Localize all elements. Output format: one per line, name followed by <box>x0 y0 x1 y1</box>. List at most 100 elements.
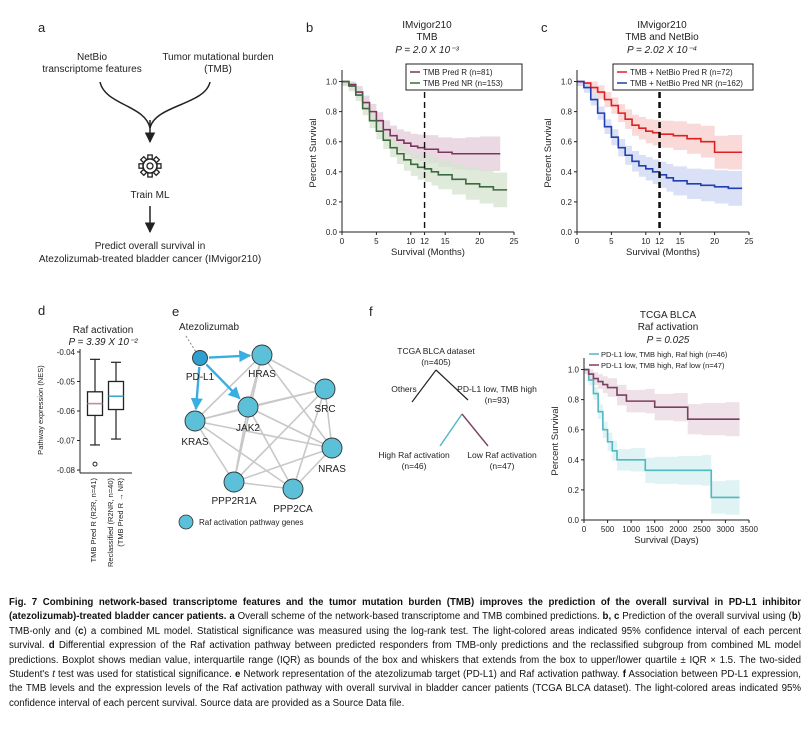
y-axis-label: Percent Survival <box>543 118 554 187</box>
caption-bc-text1: Prediction of the overall survival using… <box>619 611 792 623</box>
survival-curve-1 <box>584 368 740 499</box>
legend-c-item-nr: TMB + NetBio Pred NR (n=162) <box>630 79 743 88</box>
y-tick-label: 0.4 <box>326 168 338 177</box>
panel-d-group1-label: TMB Pred R (R2R, n=41) <box>89 478 98 563</box>
y-tick-label: 0.2 <box>568 486 580 495</box>
tree-edge-root-others <box>411 369 437 403</box>
caption-lead: Fig. 7 Combining network-based transcrip… <box>9 597 801 623</box>
legend-f-item-high: PD-L1 low, TMB high, Raf high (n=46) <box>601 350 728 359</box>
network-edge <box>233 406 249 483</box>
tree-root-line1: TCGA BLCA dataset <box>397 346 475 356</box>
legend-c-item-r: TMB + NetBio Pred R (n=72) <box>630 68 733 77</box>
y-tick-label: 0.4 <box>568 456 580 465</box>
network-legend-label: Raf activation pathway genes <box>199 518 304 527</box>
network-edge <box>247 406 294 490</box>
legend-b: TMB Pred R (n=81) TMB Pred NR (n=153) <box>405 63 523 91</box>
tree-mid-line2: (n=93) <box>485 395 510 405</box>
caption-a-text: Overall scheme of the network-based tran… <box>234 611 603 623</box>
x-tick-label: 12 <box>655 237 664 246</box>
panel-label-c: c <box>541 20 548 35</box>
panel-label-e: e <box>172 304 179 319</box>
panel-c-title2: TMB and NetBio <box>625 32 699 43</box>
predict-line2: Atezolizumab-treated bladder cancer (IMv… <box>39 254 261 265</box>
network-e: PD-L1 HRAS KRAS JAK2 SRC NRAS PPP2R1A PPP2CA <box>181 344 346 515</box>
panel-label-d: d <box>38 303 45 318</box>
x-axis-label: Survival (Days) <box>634 535 698 546</box>
y-tick-label: -0.06 <box>57 407 76 416</box>
network-node-ppp2r1a <box>223 471 245 493</box>
x-tick-label: 15 <box>676 237 685 246</box>
survival-curve-1 <box>342 80 501 155</box>
y-tick-label: 1.0 <box>326 78 338 87</box>
panel-d-group2-label2: (TMB Pred R → NR) <box>116 478 125 547</box>
tree-root-line2: (n=405) <box>421 357 451 367</box>
panel-d-ylabel: Pathway expression (NES) <box>36 365 45 455</box>
y-tick-label: 0.4 <box>561 168 573 177</box>
survival-curve-2 <box>584 368 740 420</box>
tree-mid-line1: PD-L1 low, TMB high <box>457 384 537 394</box>
outlier-point <box>92 461 98 467</box>
input-tmb-line2: (TMB) <box>204 64 232 75</box>
network-node-label: PPP2CA <box>273 504 313 515</box>
merge-curve-right <box>149 81 211 129</box>
y-tick-label: 0.8 <box>326 108 338 117</box>
x-tick-label: 3000 <box>717 525 735 534</box>
y-tick-label: 0.6 <box>326 138 338 147</box>
x-tick-label: 0 <box>340 237 345 246</box>
figure-canvas: a NetBio transcriptome features Tumor mu… <box>36 20 758 567</box>
panel-d-pvalue: P = 3.39 X 10⁻² <box>68 337 138 348</box>
y-tick-label: 1.0 <box>568 366 580 375</box>
network-node-label: JAK2 <box>236 423 260 434</box>
caption-e-label: e <box>234 669 241 681</box>
x-tick-label: 0 <box>582 525 587 534</box>
x-tick-label: 1000 <box>622 525 640 534</box>
figure-caption: Fig. 7 Combining network-based transcrip… <box>9 596 801 711</box>
x-tick-label: 20 <box>475 237 484 246</box>
x-tick-label: 0 <box>575 237 580 246</box>
network-arrow <box>205 363 241 400</box>
panel-b: b IMvigor210 TMB P = 2.0 X 10⁻³ 0.00.20.… <box>306 20 523 258</box>
network-edge <box>292 388 326 490</box>
tree-high-line1: High Raf activation <box>378 450 450 460</box>
network-node-label: NRAS <box>318 464 346 475</box>
panel-c: c IMvigor210 TMB and NetBio P = 2.02 X 1… <box>541 20 754 258</box>
x-tick-label: 2500 <box>693 525 711 534</box>
x-tick-label: 5 <box>609 237 614 246</box>
x-tick-label: 3500 <box>740 525 758 534</box>
caption-d-text1: Differential expression of the Raf activ… <box>9 640 801 681</box>
panel-f-pvalue: P = 0.025 <box>647 335 690 346</box>
panel-f-tree: f TCGA BLCA dataset (n=405) Others PD-L1… <box>369 304 537 471</box>
legend-f-item-low: PD-L1 low, TMB high, Raf low (n=47) <box>601 361 725 370</box>
ci-band-2 <box>342 81 508 208</box>
x-tick-label: 2000 <box>669 525 687 534</box>
drug-dotted-link <box>185 335 197 353</box>
caption-d-label: d <box>48 640 55 652</box>
x-axis-label: Survival (Months) <box>391 247 465 258</box>
tree-high-line2: (n=46) <box>402 461 427 471</box>
x-tick-label: 20 <box>710 237 719 246</box>
network-node-label: PD-L1 <box>186 372 215 383</box>
caption-f-label: f <box>622 669 626 681</box>
tree-edge-root-mid <box>435 369 469 401</box>
drug-label: Atezolizumab <box>179 322 239 333</box>
x-axis-label: Survival (Months) <box>626 247 700 258</box>
legend-f: PD-L1 low, TMB high, Raf high (n=46) PD-… <box>589 350 728 370</box>
x-tick-label: 5 <box>374 237 379 246</box>
panel-d-title: Raf activation <box>73 325 134 336</box>
legend-b-item-nr: TMB Pred NR (n=153) <box>423 79 503 88</box>
boxplot-d: -0.04 -0.05 -0.06 -0.07 -0.08 <box>57 348 132 475</box>
x-tick-label: 500 <box>601 525 615 534</box>
network-node-jak2 <box>237 396 259 418</box>
network-edge <box>247 388 326 408</box>
tree-low-line1: Low Raf activation <box>467 450 537 460</box>
km-chart-b: 0.0 0.2 0.4 0.6 0.8 1.0 0 5 10 12 15 20 25 Percent Su… <box>308 70 519 258</box>
y-tick-label: 0.0 <box>568 516 580 525</box>
x-tick-label: 15 <box>441 237 450 246</box>
caption-d-text2: test was used for statistical significan… <box>54 669 235 681</box>
input-tmb-line1: Tumor mutational burden <box>162 52 273 63</box>
y-tick-label: 0.8 <box>561 108 573 117</box>
x-tick-label: 1500 <box>646 525 664 534</box>
panel-label-a: a <box>38 20 46 35</box>
y-axis-label: Percent Survival <box>308 118 319 187</box>
network-node-label: PPP2R1A <box>211 496 256 507</box>
